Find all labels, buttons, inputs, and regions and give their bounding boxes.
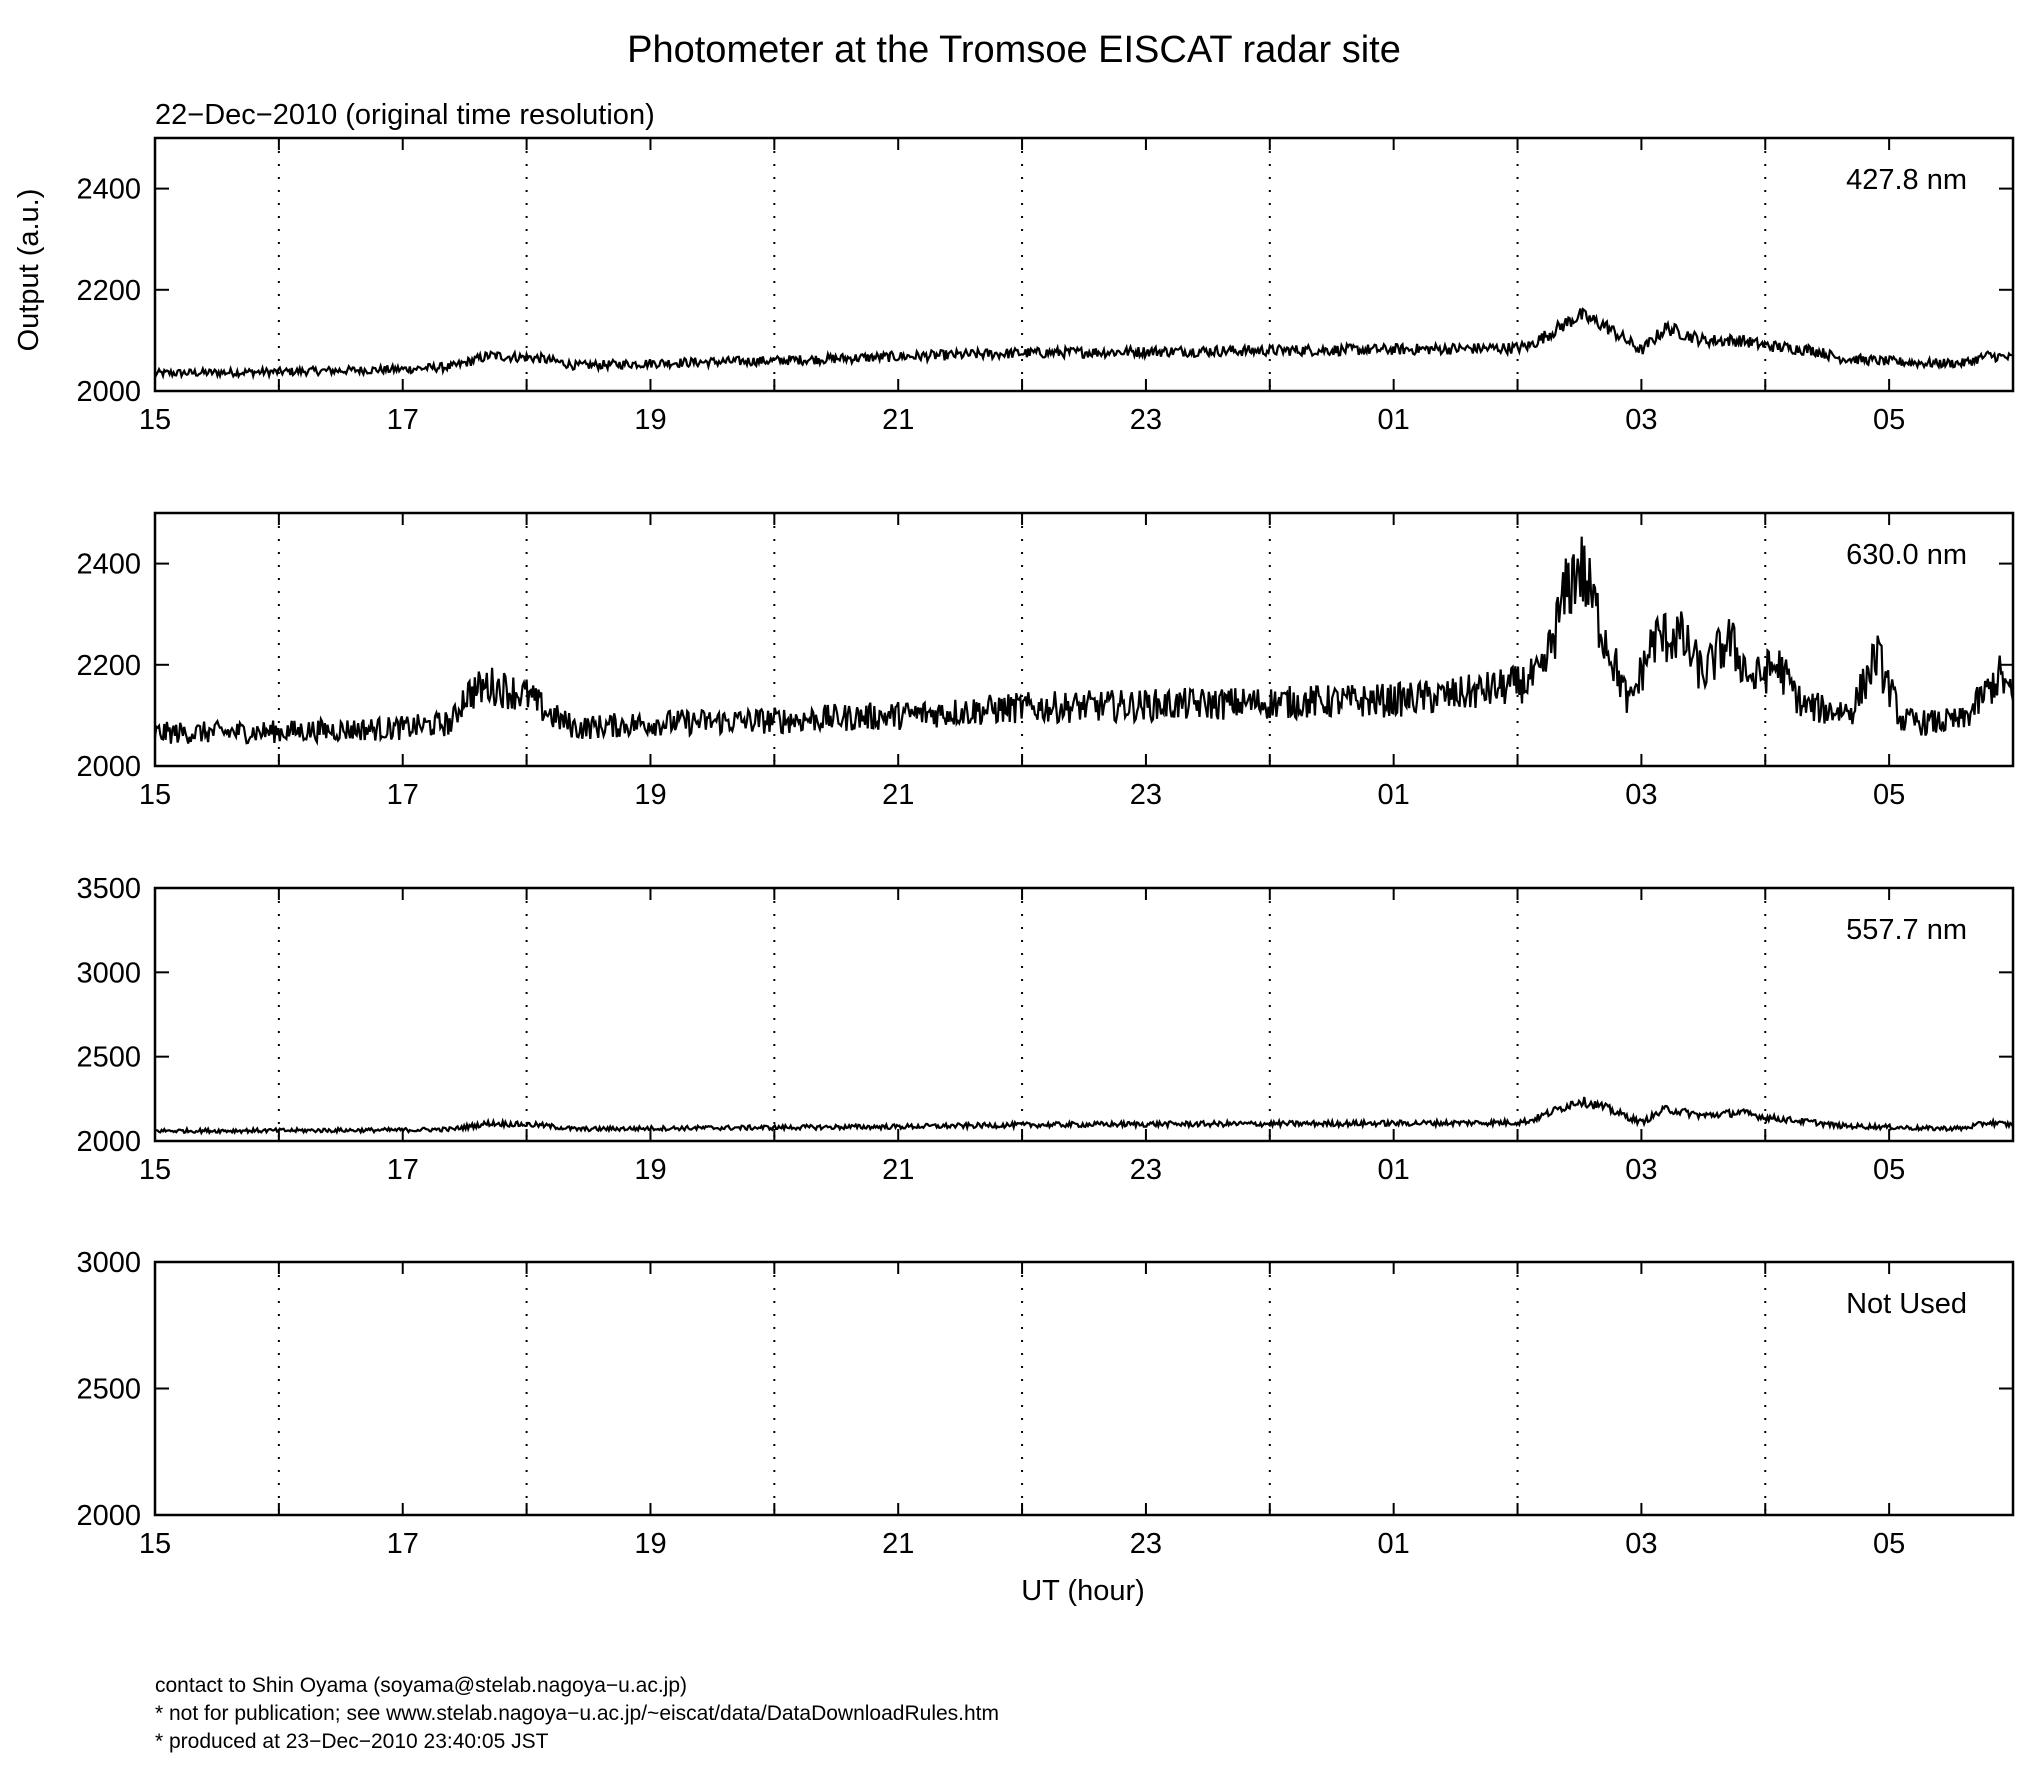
panel-label: 557.7 nm (1846, 914, 1967, 946)
x-tick-label: 15 (139, 404, 171, 436)
x-tick-label: 01 (1378, 404, 1410, 436)
panel-label: 630.0 nm (1846, 539, 1967, 571)
x-tick-label: 17 (387, 779, 419, 811)
footer-notes: contact to Shin Oyama (soyama@stelab.nag… (155, 1672, 999, 1756)
series-line (153, 307, 2014, 381)
footer-contact: contact to Shin Oyama (soyama@stelab.nag… (155, 1674, 688, 1697)
x-tick-label: 23 (1130, 404, 1162, 436)
panel-1: 15 17 19 21 23 01 03 05 2000 2200 2400 427.8 nm (76, 136, 2015, 436)
y-tick-label: 2400 (76, 174, 141, 206)
y-tick-label: 2500 (76, 1042, 141, 1074)
panel-3: 15 17 19 21 23 01 03 05 2000 2500 3000 3500 557.7 nm (76, 873, 2015, 1186)
x-tick-label: 05 (1873, 1154, 1905, 1186)
y-axis-label: Output (a.u.) (13, 189, 45, 352)
x-tick-label: 01 (1378, 1154, 1410, 1186)
panel-frame (153, 136, 2015, 393)
x-tick-label: 03 (1625, 404, 1657, 436)
x-tick-label: 19 (634, 1528, 666, 1560)
x-tick-label: 19 (634, 404, 666, 436)
x-tick-label: 01 (1378, 1528, 1410, 1560)
x-tick-label: 03 (1625, 1528, 1657, 1560)
x-tick-label: 17 (387, 1528, 419, 1560)
series-line (153, 536, 2015, 746)
y-tick-label: 3500 (76, 873, 141, 905)
y-tick-label: 2200 (76, 275, 141, 307)
y-tick-label: 3000 (76, 1247, 141, 1279)
y-tick-label: 2000 (76, 376, 141, 408)
x-tick-label: 17 (387, 404, 419, 436)
x-tick-label: 21 (882, 404, 914, 436)
panel-2: 15 17 19 21 23 01 03 05 2000 2200 2400 630.0 nm (76, 511, 2015, 811)
chart-panels: 15 17 19 21 23 01 03 05 2000 2200 2400 427.8 nm 15 17… (76, 136, 2015, 1560)
x-tick-label: 21 (882, 1154, 914, 1186)
x-tick-label: 05 (1873, 404, 1905, 436)
y-tick-label: 3000 (76, 957, 141, 989)
footer-publication-note: * not for publication; see www.stelab.na… (155, 1702, 999, 1725)
footer-produced-at: * produced at 23−Dec−2010 23:40:05 JST (155, 1730, 549, 1753)
x-tick-label: 23 (1130, 1154, 1162, 1186)
y-tick-label: 2000 (76, 1500, 141, 1532)
x-tick-label: 05 (1873, 1528, 1905, 1560)
panel-frame (153, 511, 2015, 768)
x-tick-label: 15 (139, 1154, 171, 1186)
panel-4: 15 17 19 21 23 01 03 05 2000 2500 3000 Not Used (76, 1247, 2015, 1560)
panel-label: 427.8 nm (1846, 164, 1967, 196)
panel-frame (153, 886, 2015, 1143)
x-tick-label: 17 (387, 1154, 419, 1186)
x-tick-label: 15 (139, 1528, 171, 1560)
x-tick-label: 21 (882, 1528, 914, 1560)
panel-label: Not Used (1846, 1288, 1967, 1320)
chart-subtitle: 22−Dec−2010 (original time resolution) (155, 99, 655, 131)
x-tick-label: 03 (1625, 779, 1657, 811)
y-tick-label: 2000 (76, 1126, 141, 1158)
x-tick-label: 15 (139, 779, 171, 811)
x-tick-label: 05 (1873, 779, 1905, 811)
x-tick-label: 23 (1130, 1528, 1162, 1560)
y-tick-label: 2400 (76, 549, 141, 581)
y-tick-label: 2000 (76, 751, 141, 783)
x-tick-label: 19 (634, 779, 666, 811)
chart-title: Photometer at the Tromsoe EISCAT radar s… (627, 29, 1401, 71)
x-tick-label: 03 (1625, 1154, 1657, 1186)
x-tick-label: 19 (634, 1154, 666, 1186)
x-axis-label: UT (hour) (1021, 1575, 1145, 1607)
series-line (154, 1096, 2014, 1136)
y-tick-label: 2200 (76, 650, 141, 682)
panel-frame (153, 1260, 2015, 1517)
x-tick-label: 23 (1130, 779, 1162, 811)
x-tick-label: 21 (882, 779, 914, 811)
y-tick-label: 2500 (76, 1374, 141, 1406)
x-tick-label: 01 (1378, 779, 1410, 811)
